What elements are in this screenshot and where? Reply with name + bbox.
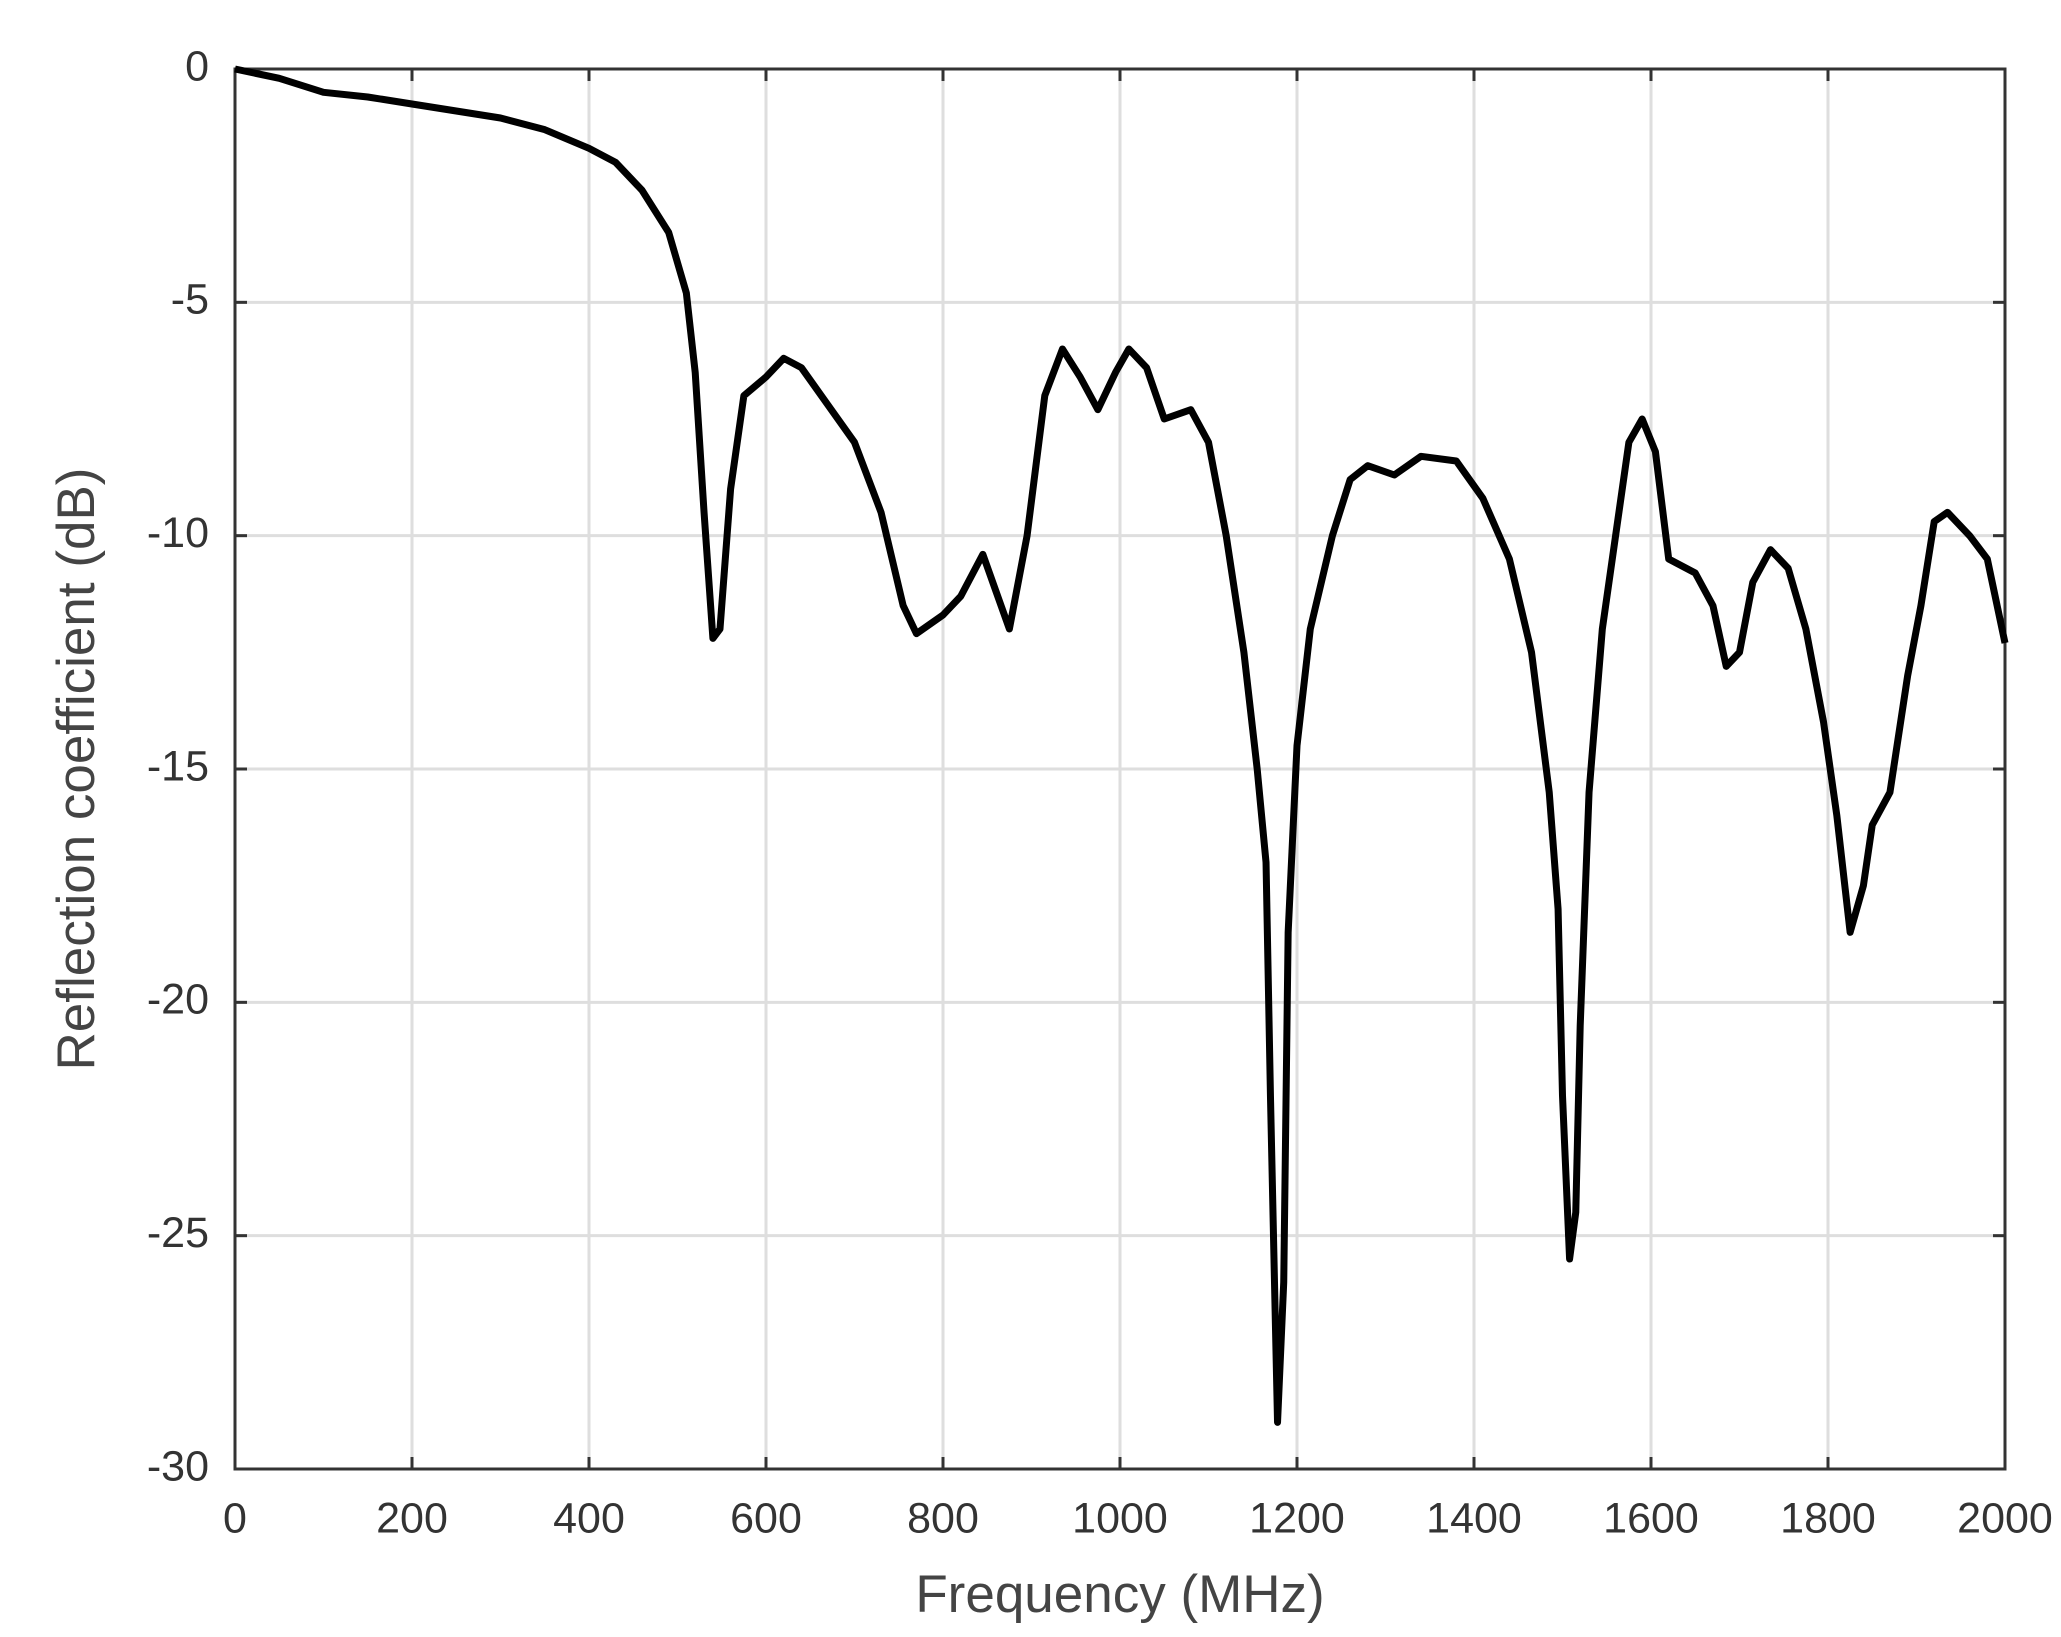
x-tick-label: 1200: [1249, 1494, 1345, 1542]
x-axis-label: Frequency (MHz): [915, 1565, 1324, 1624]
y-axis-label: Reflection coefficient (dB): [47, 468, 106, 1071]
y-tick-label: -5: [171, 276, 209, 324]
y-tick-label: 0: [185, 42, 209, 90]
data-line: [234, 65, 2009, 1426]
x-tick-label: 0: [223, 1494, 247, 1542]
y-tick-label: -25: [147, 1209, 209, 1257]
x-tick-label: 600: [730, 1494, 802, 1542]
x-tick-label: 2000: [1957, 1494, 2053, 1542]
x-tick-label: 400: [553, 1494, 625, 1542]
plot-frame: [233, 67, 2007, 1471]
x-tick-label: 1000: [1072, 1494, 1168, 1542]
x-tick-label: 1800: [1780, 1494, 1876, 1542]
x-tick-label: 800: [907, 1494, 979, 1542]
y-tick-label: -15: [147, 742, 209, 790]
x-tick-label: 1600: [1603, 1494, 1699, 1542]
y-tick-label: -20: [147, 976, 209, 1024]
y-tick-label: -10: [147, 509, 209, 557]
y-tick-label: -30: [147, 1442, 209, 1490]
x-tick-label: 200: [376, 1494, 448, 1542]
x-tick-label: 1400: [1426, 1494, 1522, 1542]
